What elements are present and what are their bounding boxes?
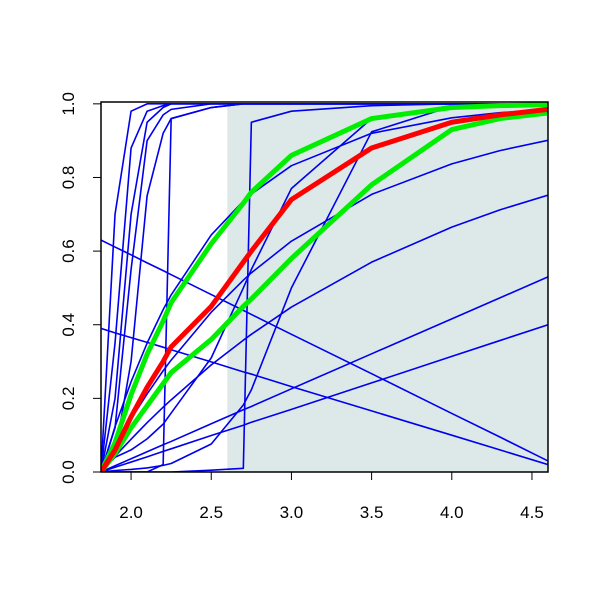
- y-tick-label: 0.8: [59, 166, 78, 190]
- x-tick-label: 2.0: [119, 503, 143, 522]
- line-series: [101, 239, 548, 462]
- line-series: [101, 103, 548, 472]
- line-series: [101, 276, 548, 472]
- plot-box: [100, 101, 549, 473]
- plot-area: [101, 102, 548, 472]
- line-series: [101, 110, 548, 472]
- line-series: [101, 327, 548, 466]
- x-tick-label: 4.5: [520, 503, 544, 522]
- line-series: [101, 194, 548, 472]
- y-tick-label: 0.2: [59, 387, 78, 411]
- line-series: [101, 106, 548, 472]
- line-series: [101, 102, 548, 472]
- x-tick-label: 3.5: [360, 503, 384, 522]
- y-tick-label: 0.6: [59, 239, 78, 263]
- y-tick-label: 0.0: [59, 460, 78, 484]
- y-tick-label: 1.0: [59, 92, 78, 116]
- x-tick-label: 3.0: [280, 503, 304, 522]
- x-tick-label: 2.5: [199, 503, 223, 522]
- shaded-region: [227, 103, 548, 472]
- y-tick-label: 0.4: [59, 313, 78, 337]
- line-series: [101, 323, 548, 472]
- x-tick-label: 4.0: [440, 503, 464, 522]
- line-series: [101, 108, 548, 472]
